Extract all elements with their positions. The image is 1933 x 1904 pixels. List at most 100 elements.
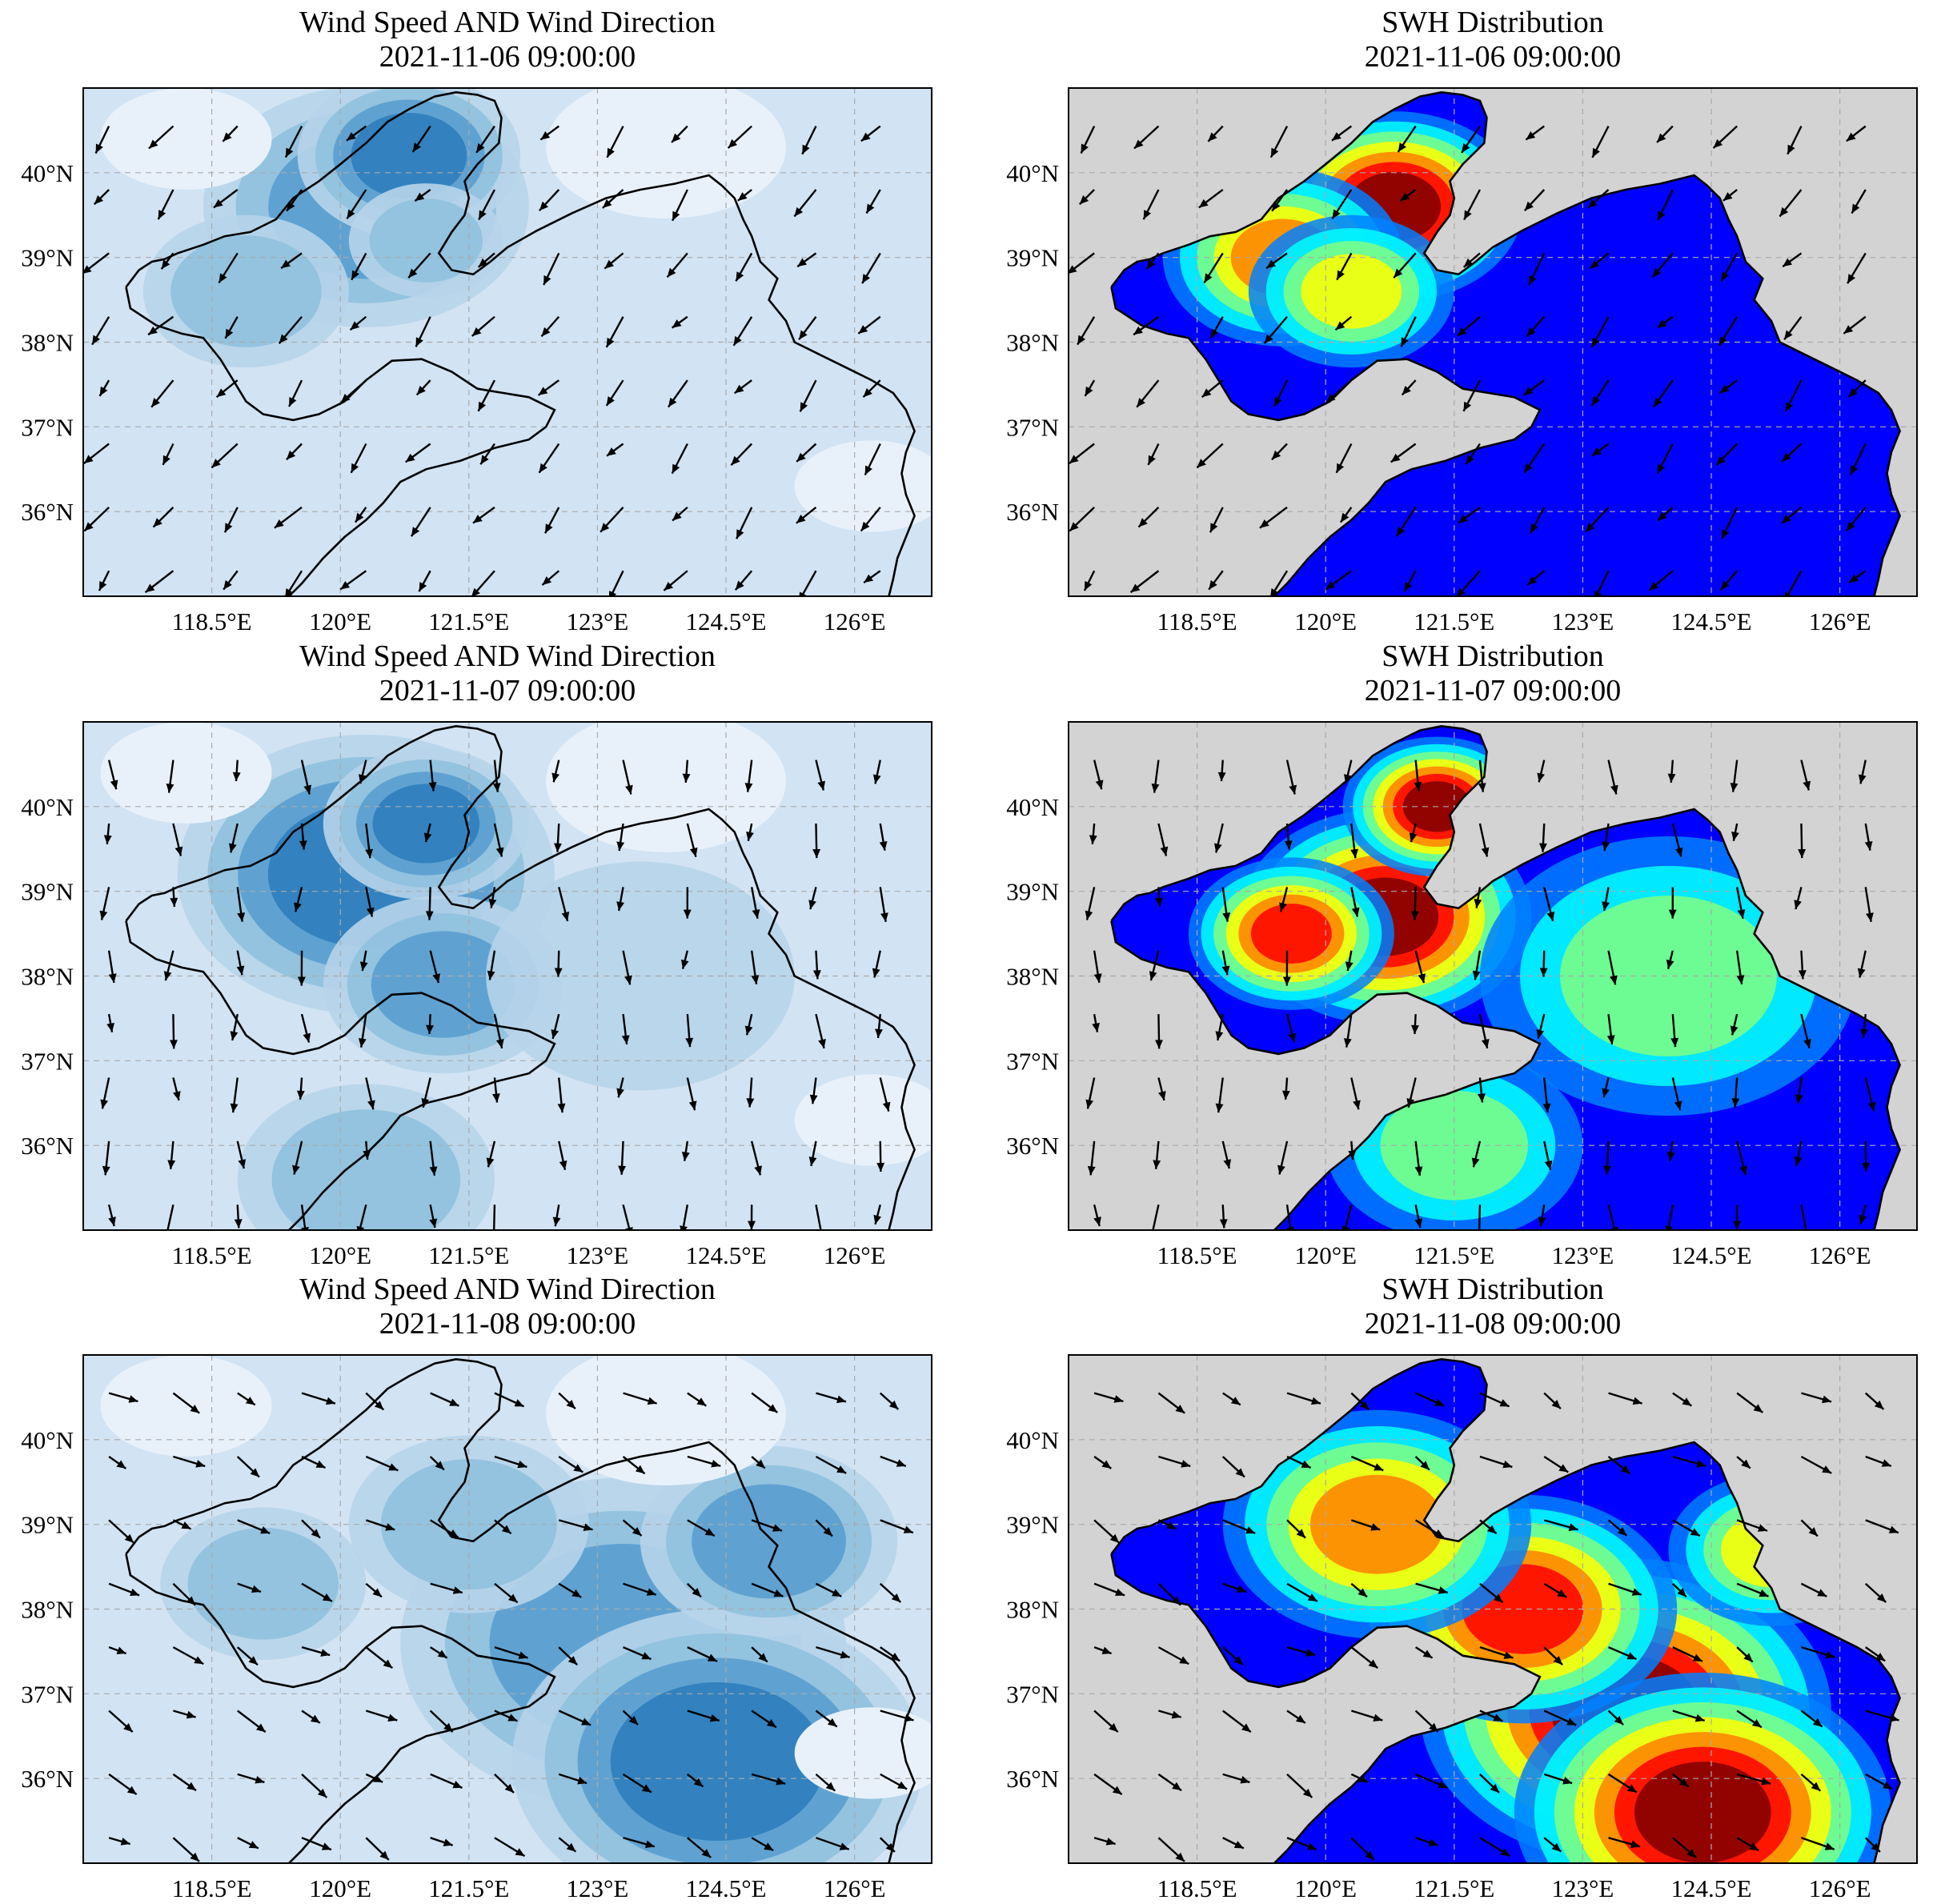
wind-arrow-head <box>1606 1035 1615 1044</box>
wind-arrow-head <box>108 973 117 983</box>
wind-arrow-head <box>1370 1523 1381 1531</box>
wind-arrow-head <box>1296 1529 1305 1538</box>
lat-tick-label: 37°N <box>21 1680 74 1708</box>
wind-arrow-head <box>116 1646 126 1654</box>
wind-arrow <box>815 1205 822 1230</box>
wind-arrow-head <box>602 198 612 208</box>
wind-arrow-head <box>545 523 553 534</box>
wind-arrow-head <box>223 132 232 142</box>
wind-arrow-head <box>1241 1723 1251 1733</box>
lon-tick-label: 120°E <box>309 607 371 635</box>
wind-arrow-head <box>891 1593 901 1603</box>
wind-arrow-head <box>1478 783 1486 792</box>
wind-arrow-head <box>1089 835 1097 844</box>
wind-arrow-head <box>1759 1589 1769 1597</box>
wind-arrow-head <box>1657 133 1666 142</box>
wind-arrow-head <box>904 1714 914 1722</box>
wind-arrow-head <box>1353 1100 1361 1110</box>
wind-arrow-head <box>796 514 806 523</box>
wind-arrow-head <box>1153 1160 1161 1169</box>
wind-arrow-head <box>128 1395 138 1403</box>
wind-arrow-head <box>1221 965 1230 976</box>
lon-tick-label: 121.5°E <box>1414 1874 1494 1902</box>
wind-arrow-head <box>1463 401 1472 411</box>
wind-arrow <box>1607 1204 1616 1230</box>
wind-arrow-head <box>351 270 359 280</box>
wind-arrow-head <box>1478 1093 1486 1103</box>
wind-arrow-head <box>1240 1776 1250 1784</box>
graticule <box>83 722 932 1230</box>
wind-arrow-head <box>1721 271 1730 282</box>
wind-arrow-head <box>1538 1217 1546 1227</box>
wind-arrow-head <box>1626 1784 1637 1793</box>
wind-arrow-head <box>1344 774 1352 784</box>
wind-arrow-head <box>1359 1401 1370 1410</box>
wind-arrow-head <box>1846 521 1855 531</box>
wind-arrow-head <box>1794 900 1802 910</box>
wind-arrow-head <box>880 912 888 922</box>
coastline-south <box>1110 920 1542 1230</box>
wind-arrow <box>1285 1205 1292 1230</box>
wind-arrow-head <box>1539 843 1547 852</box>
wind-arrow-head <box>890 1652 900 1661</box>
wind-arrow-head <box>1155 1040 1163 1049</box>
wind-arrow-head <box>1222 912 1231 922</box>
wind-arrow-head <box>1085 386 1093 396</box>
wind-arrow-head <box>1822 1395 1831 1404</box>
wind-arrow-head <box>411 527 420 537</box>
wind-arrow-head <box>347 209 355 219</box>
map-panel-wind-2021-11-07: Wind Speed AND Wind Direction2021-11-07 … <box>21 639 932 1269</box>
wind-arrow-head <box>1209 523 1218 533</box>
wind-arrow-head <box>211 459 221 468</box>
wind-arrow-head <box>1093 1217 1101 1227</box>
wind-arrow-head <box>1530 523 1538 534</box>
wind-arrow-head <box>862 274 871 284</box>
wind-arrow-head <box>772 1524 782 1532</box>
wind-arrow-head <box>108 1217 116 1227</box>
wind-arrow-head <box>1458 515 1468 523</box>
wind-arrow-head <box>1590 259 1599 269</box>
wind-arrow-head <box>1272 201 1281 211</box>
wind-arrow-head <box>1586 523 1595 532</box>
lon-tick-label: 120°E <box>309 1241 371 1269</box>
wind-arrow-head <box>1130 583 1141 593</box>
wind-arrow-head <box>672 133 681 142</box>
wind-arrow-head <box>773 1589 784 1597</box>
wind-arrow-head <box>285 147 294 158</box>
wind-arrow-head <box>236 965 245 976</box>
wind-arrow <box>492 1205 496 1230</box>
wind-arrow-head <box>367 1100 375 1110</box>
wind-arrow-head <box>274 519 284 528</box>
lat-tick-label: 40°N <box>21 1426 74 1454</box>
panel-title: Wind Speed AND Wind Direction <box>299 639 716 673</box>
panel-subtitle: 2021-11-08 09:00:00 <box>379 1307 636 1341</box>
wind-arrow-head <box>492 783 501 792</box>
wind-arrow-head <box>644 1840 655 1849</box>
wind-arrow-head <box>1808 1527 1818 1537</box>
wind-arrow-head <box>1341 1225 1350 1230</box>
wind-arrow-head <box>1657 463 1666 474</box>
wind-arrow-head <box>812 848 821 859</box>
lat-tick-label: 36°N <box>1006 498 1059 526</box>
wind-arrow-head <box>1803 1039 1811 1048</box>
wind-arrow-head <box>228 843 237 853</box>
wind-arrow-head <box>1081 143 1089 154</box>
wind-arrow-head <box>1674 1100 1682 1111</box>
wind-arrow-head <box>363 1150 371 1160</box>
wind-arrow-head <box>885 1842 895 1852</box>
wind-arrow-head <box>641 1784 652 1793</box>
wind-arrow-head <box>260 1526 271 1534</box>
wind-arrow-head <box>1279 902 1287 912</box>
wind-arrow-head <box>170 1040 178 1049</box>
wind-arrow-head <box>1219 1219 1228 1229</box>
wind-arrow-head <box>839 1842 849 1850</box>
wind-arrow-head <box>1277 1164 1285 1175</box>
map-frame <box>1068 721 1918 1231</box>
wind-arrow-head <box>443 1838 453 1846</box>
wind-arrow-head <box>1741 1459 1751 1469</box>
wind-arrow-head <box>216 388 227 398</box>
wind-vectors <box>99 760 891 1230</box>
wind-arrow-head <box>1692 1653 1702 1661</box>
